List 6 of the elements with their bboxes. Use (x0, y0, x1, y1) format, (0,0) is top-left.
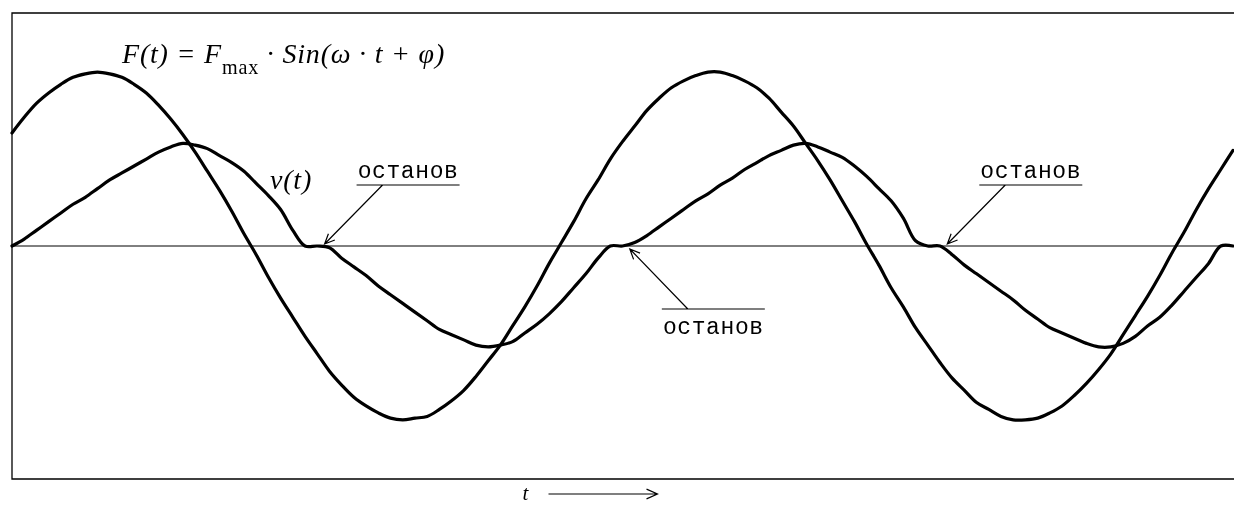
x-axis-title: t (522, 481, 530, 505)
legend-label: v(t) (270, 164, 313, 195)
series-label: F(t) = F$_{max}$ · Sin(ω · t + φ) (121, 38, 446, 78)
annotation: останов (980, 159, 1082, 185)
annotation: останов (662, 315, 764, 341)
annotation: останов (357, 159, 459, 185)
